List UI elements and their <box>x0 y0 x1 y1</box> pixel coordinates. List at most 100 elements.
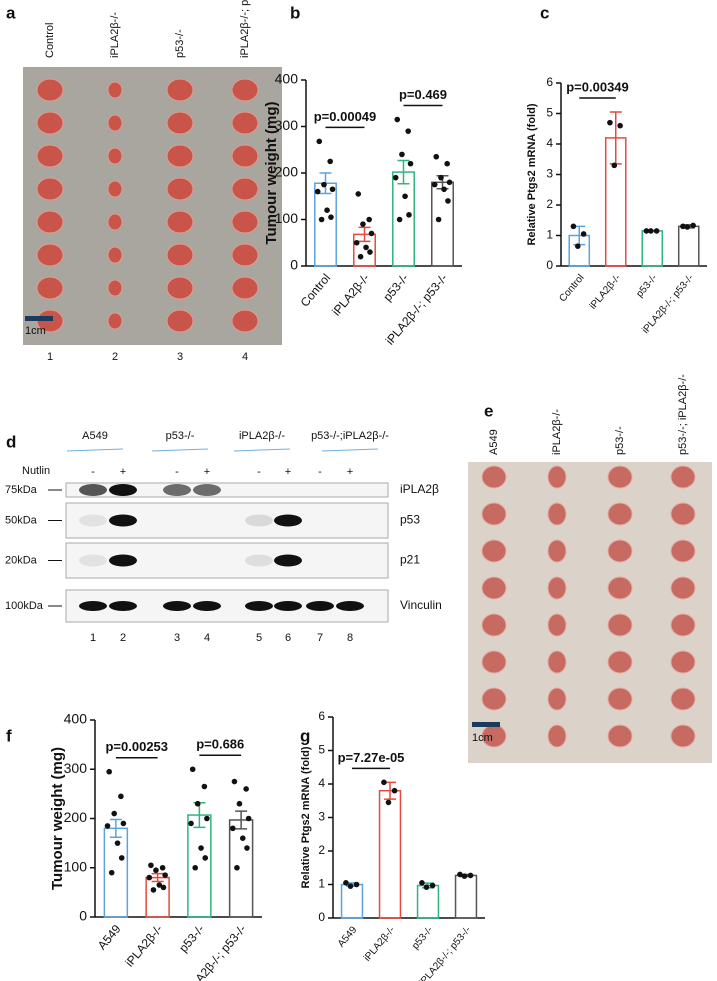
data-point <box>316 138 323 145</box>
data-point <box>611 162 618 169</box>
column-label: p53-/- <box>614 426 626 455</box>
protein-label: iPLA2β <box>400 482 439 496</box>
data-point <box>394 116 401 123</box>
group-label: p53-/- <box>166 430 195 442</box>
tumour <box>481 687 507 711</box>
error-bar <box>235 810 248 830</box>
data-point <box>653 228 660 234</box>
tumour <box>607 724 633 748</box>
blot-strip <box>65 502 389 539</box>
y-tick-label: 200 <box>275 164 299 180</box>
data-point <box>314 188 321 195</box>
data-point <box>647 228 654 234</box>
scale-label: 1cm <box>25 325 46 337</box>
blot-band <box>245 514 273 527</box>
bar <box>431 181 454 267</box>
data-point <box>328 214 334 220</box>
p-value: p=0.00049 <box>314 109 377 124</box>
treatment-label: Nutlin <box>22 465 50 477</box>
treatment-sign: - <box>91 466 95 478</box>
tumour <box>231 144 259 168</box>
y-tick-label: 3 <box>546 167 553 181</box>
blot-band <box>193 601 221 611</box>
data-point <box>150 887 157 893</box>
data-point <box>385 799 392 806</box>
y-tick-label: 6 <box>546 75 553 89</box>
data-point <box>347 883 354 889</box>
tumour <box>547 576 567 600</box>
p-value: p=7.27e-05 <box>338 750 405 765</box>
blot-strip <box>65 482 389 498</box>
y-tick-label: 100 <box>275 210 299 226</box>
data-point <box>324 207 330 213</box>
tumour <box>607 465 633 489</box>
tumour <box>36 78 64 102</box>
treatment-sign: - <box>257 466 261 478</box>
blot-band <box>163 601 191 611</box>
tumour <box>36 111 64 135</box>
tumour <box>670 650 696 674</box>
column-label: Control <box>44 23 56 58</box>
tumour <box>607 502 633 526</box>
data-point <box>680 223 686 230</box>
data-point <box>435 216 442 223</box>
data-point <box>327 158 333 165</box>
y-tick-label: 0 <box>318 910 325 924</box>
data-point <box>318 216 325 223</box>
tumour <box>481 576 507 600</box>
panel-label: a <box>6 3 16 22</box>
x-tick-label: p53-/- <box>410 925 435 952</box>
scale-bar <box>472 722 500 727</box>
lane-number: 3 <box>174 632 180 644</box>
p-value: p=0.686 <box>196 737 244 752</box>
scale-label: 1cm <box>472 732 493 744</box>
tumour <box>547 502 567 526</box>
data-point <box>690 222 696 229</box>
lane-number: 1 <box>47 351 53 363</box>
blot-band <box>274 554 302 567</box>
data-point <box>104 823 111 829</box>
data-point <box>391 787 398 794</box>
data-point <box>118 793 124 800</box>
data-point <box>188 820 194 827</box>
tumour <box>670 613 696 637</box>
blot-band <box>79 554 107 567</box>
tumour <box>481 613 507 637</box>
tumour <box>231 309 259 333</box>
tumour <box>607 687 633 711</box>
x-tick-label: iPLA2β-/- <box>362 925 397 964</box>
bar <box>641 230 664 267</box>
data-point <box>445 198 451 204</box>
data-point <box>433 153 440 160</box>
data-point <box>431 181 438 188</box>
column-label: A549 <box>488 429 500 455</box>
data-point <box>192 864 198 871</box>
tumour <box>36 243 64 267</box>
bar <box>454 874 478 919</box>
data-point <box>194 800 201 807</box>
data-point <box>245 815 252 822</box>
bar <box>392 171 415 267</box>
treatment-sign: + <box>204 466 210 478</box>
tumour <box>107 312 123 330</box>
scale-bar <box>25 316 53 321</box>
blot-band <box>109 484 137 496</box>
data-point <box>159 864 166 871</box>
tumour <box>670 465 696 489</box>
data-point <box>114 840 121 846</box>
tumour <box>231 177 259 201</box>
y-tick-label: 0 <box>79 908 87 924</box>
data-point <box>229 825 236 832</box>
data-point <box>236 800 243 807</box>
tumour <box>166 78 194 102</box>
tumour <box>547 687 567 711</box>
data-point <box>368 230 375 237</box>
data-point <box>446 179 453 186</box>
data-point <box>239 835 246 841</box>
y-tick-label: 4 <box>546 136 553 150</box>
y-tick-label: 5 <box>318 743 325 757</box>
data-point <box>189 766 196 773</box>
treatment-sign: - <box>318 466 322 478</box>
x-tick-label: iPLA2β-/- <box>122 922 165 969</box>
